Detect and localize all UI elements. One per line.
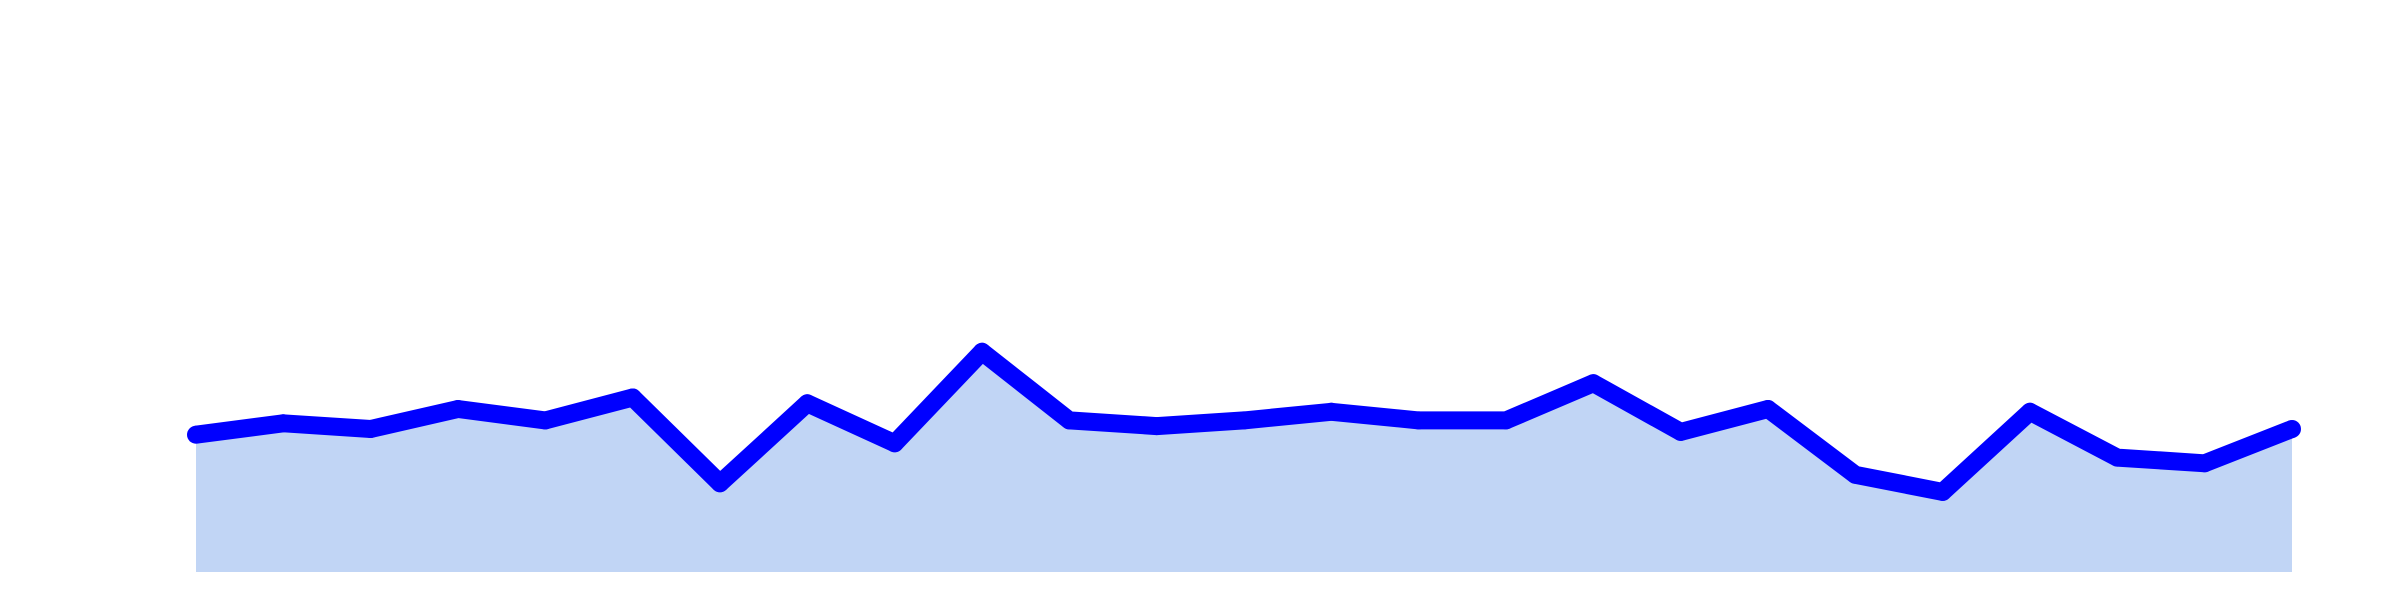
data-point bbox=[798, 394, 817, 413]
data-point bbox=[1147, 417, 1166, 436]
data-point bbox=[361, 420, 380, 438]
data-point bbox=[1671, 422, 1690, 441]
data-point bbox=[1060, 411, 1079, 430]
data-point bbox=[2021, 402, 2039, 421]
data-point bbox=[2108, 448, 2127, 467]
data-point bbox=[2195, 454, 2214, 473]
data-point bbox=[536, 411, 555, 430]
data-point bbox=[449, 400, 467, 418]
data-point bbox=[1497, 411, 1515, 430]
data-point bbox=[885, 434, 904, 453]
data-point bbox=[1584, 374, 1603, 393]
data-point bbox=[711, 474, 729, 493]
data-point bbox=[1235, 411, 1253, 430]
data-point bbox=[1322, 402, 1341, 421]
data-point bbox=[1846, 465, 1865, 484]
data-point bbox=[2283, 420, 2301, 438]
data-point bbox=[973, 342, 991, 361]
area-fill bbox=[196, 351, 2292, 572]
data-point bbox=[274, 414, 293, 433]
data-points bbox=[187, 342, 2301, 501]
data-point bbox=[1409, 411, 1428, 430]
data-point bbox=[623, 388, 642, 407]
data-point bbox=[1933, 482, 1952, 501]
data-point bbox=[1759, 400, 1777, 418]
data-point bbox=[187, 425, 205, 444]
